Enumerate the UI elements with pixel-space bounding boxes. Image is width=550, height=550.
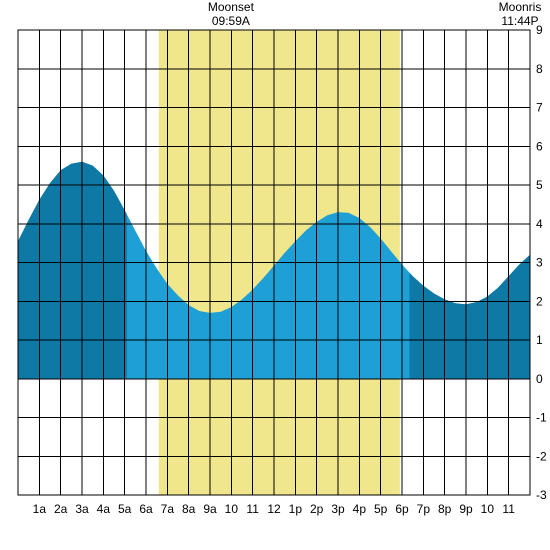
x-tick-label: 5a <box>118 502 132 516</box>
top-label-time: 11:44P <box>490 14 550 28</box>
x-tick-label: 6a <box>139 502 153 516</box>
y-tick-label: 1 <box>536 333 543 347</box>
top-label-title: Moonset <box>201 0 261 14</box>
x-tick-label: 2a <box>54 502 68 516</box>
x-tick-label: 3p <box>331 502 345 516</box>
y-tick-label: -2 <box>536 449 547 463</box>
chart-svg: -3-2-101234567891a2a3a4a5a6a7a8a9a101112… <box>0 0 550 550</box>
y-tick-label: 2 <box>536 294 543 308</box>
top-label-0: Moonset09:59A <box>201 0 261 29</box>
x-tick-label: 2p <box>310 502 324 516</box>
x-tick-label: 11 <box>502 502 515 516</box>
top-label-1: Moonris11:44P <box>490 0 550 29</box>
tide-chart: -3-2-101234567891a2a3a4a5a6a7a8a9a101112… <box>0 0 550 550</box>
y-tick-label: 5 <box>536 178 543 192</box>
x-tick-label: 1a <box>33 502 47 516</box>
x-tick-label: 11 <box>246 502 259 516</box>
y-tick-label: 0 <box>536 372 543 386</box>
x-tick-label: 4p <box>353 502 367 516</box>
x-tick-label: 4a <box>97 502 111 516</box>
y-tick-label: -3 <box>536 488 547 502</box>
y-tick-label: 7 <box>536 101 543 115</box>
y-tick-label: 4 <box>536 217 543 231</box>
y-tick-label: 8 <box>536 62 543 76</box>
top-label-title: Moonris <box>490 0 550 14</box>
x-tick-label: 9a <box>203 502 217 516</box>
x-tick-label: 9p <box>459 502 473 516</box>
x-tick-label: 8p <box>438 502 452 516</box>
x-tick-label: 1p <box>289 502 303 516</box>
x-tick-label: 7a <box>161 502 175 516</box>
x-tick-label: 6p <box>395 502 409 516</box>
x-tick-label: 8a <box>182 502 196 516</box>
x-tick-label: 5p <box>374 502 388 516</box>
tide-area-dark-1 <box>409 255 530 379</box>
grid <box>18 30 530 495</box>
x-tick-label: 3a <box>75 502 89 516</box>
tide-area-dark-0 <box>18 162 127 379</box>
x-tick-label: 10 <box>225 502 239 516</box>
x-tick-label: 10 <box>481 502 495 516</box>
y-tick-label: 6 <box>536 139 543 153</box>
x-tick-label: 7p <box>417 502 431 516</box>
y-tick-label: 3 <box>536 256 543 270</box>
y-tick-label: -1 <box>536 411 547 425</box>
x-tick-label: 12 <box>267 502 281 516</box>
top-label-time: 09:59A <box>201 14 261 28</box>
